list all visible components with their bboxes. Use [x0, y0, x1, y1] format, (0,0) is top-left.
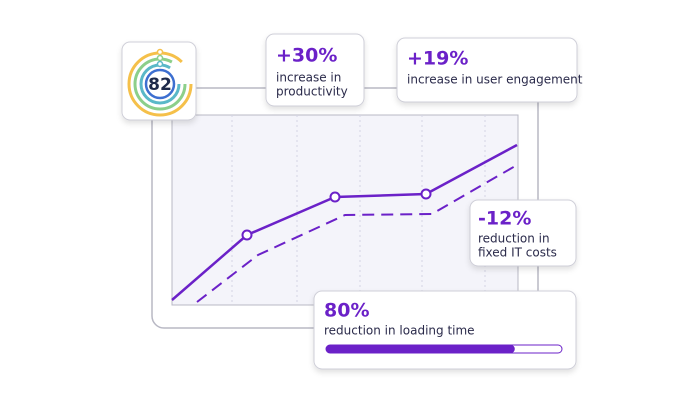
stat-card: -12% reduction in fixed IT costs	[469, 199, 577, 267]
score: 82	[148, 75, 172, 95]
progress-card: 80% reduction in loading time	[313, 290, 577, 370]
progress-bar	[326, 345, 515, 353]
stat-label: increase in	[276, 71, 341, 85]
chart-panel	[171, 114, 519, 306]
stat-label: fixed IT costs	[478, 246, 557, 260]
line-points	[241, 188, 432, 241]
stat-value: -12%	[478, 208, 531, 230]
stat-value: +30%	[276, 45, 337, 67]
stat-card: +30% increase in productivity	[265, 33, 365, 107]
stat-label: productivity	[276, 85, 348, 99]
stat-value: 80%	[324, 300, 369, 322]
dashed-line	[196, 164, 518, 303]
stat-card: +19% increase in user engagement	[396, 37, 583, 103]
stat-label: reduction in loading time	[324, 324, 475, 338]
score-card: 82	[121, 41, 197, 121]
stat-value: +19%	[407, 48, 468, 70]
stat-label: increase in user engagement	[407, 73, 583, 87]
stat-label: reduction in	[478, 232, 550, 246]
